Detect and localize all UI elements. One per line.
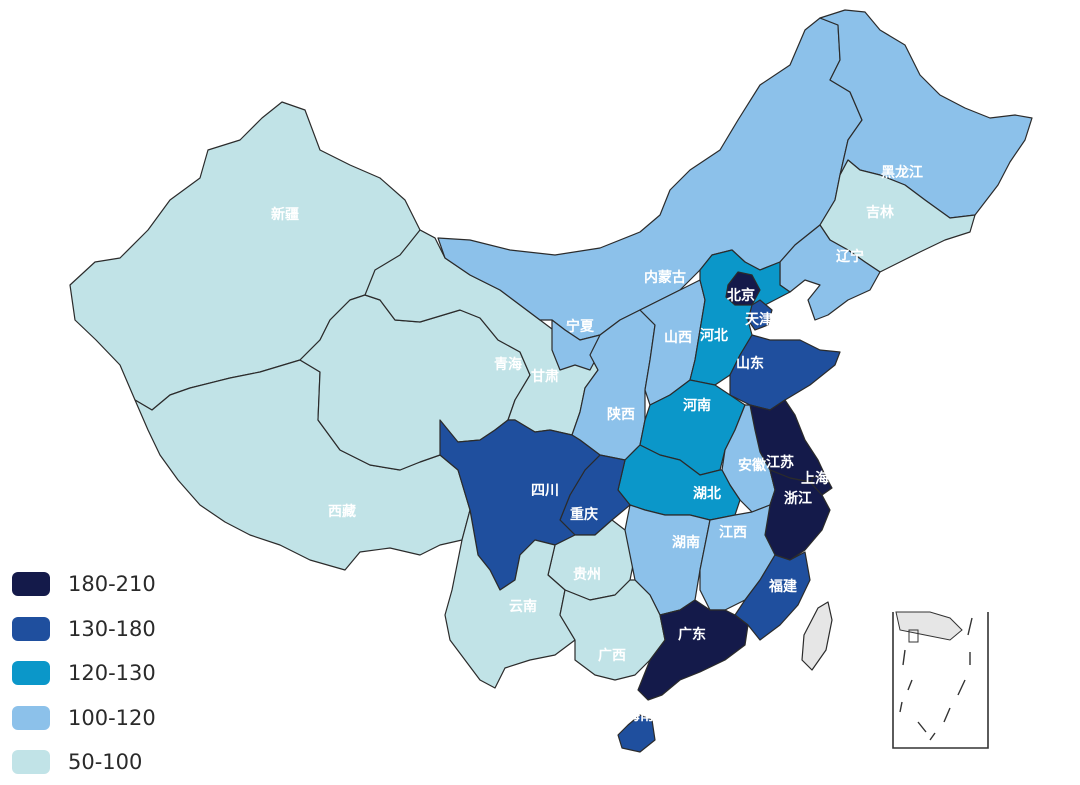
- legend-label: 100-120: [68, 705, 156, 730]
- label-guizhou: 贵州: [573, 566, 601, 583]
- label-gansu: 甘肃: [531, 368, 559, 385]
- label-ningxia: 宁夏: [566, 318, 595, 335]
- south-china-sea-inset: [892, 611, 989, 749]
- label-shanghai: 上海: [801, 470, 829, 487]
- label-liaoning: 辽宁: [836, 248, 864, 265]
- label-henan: 河南: [683, 397, 711, 414]
- label-anhui: 安徽: [738, 457, 767, 474]
- label-qinghai: 青海: [494, 356, 522, 373]
- legend-item: 100-120: [12, 696, 156, 741]
- label-beijing: 北京: [727, 287, 755, 304]
- province-hainan[interactable]: [617, 714, 656, 753]
- label-zhejiang: 浙江: [784, 490, 812, 507]
- province-beijing[interactable]: [725, 271, 761, 306]
- label-shanxi: 山西: [664, 330, 692, 346]
- label-jiangsu: 江苏: [766, 454, 794, 471]
- label-neimenggu: 内蒙古: [644, 269, 686, 286]
- label-sichuan: 四川: [531, 483, 559, 499]
- label-tianjin: 天津: [745, 311, 773, 328]
- label-xizang: 西藏: [328, 503, 356, 520]
- label-guangdong: 广东: [678, 626, 706, 643]
- legend-item: 180-210: [12, 562, 156, 607]
- label-guangxi: 广西: [598, 647, 626, 664]
- legend-swatch: [12, 572, 50, 597]
- label-fujian: 福建: [768, 578, 797, 595]
- legend-item: 120-130: [12, 651, 156, 696]
- label-jiangxi: 江西: [719, 524, 747, 541]
- label-hunan: 湖南: [672, 534, 700, 551]
- legend: 180-210 130-180 120-130 100-120 50-100: [12, 562, 156, 785]
- legend-item: 130-180: [12, 607, 156, 652]
- legend-swatch: [12, 750, 50, 775]
- legend-swatch: [12, 616, 50, 641]
- label-chongqing: 重庆: [570, 506, 598, 523]
- legend-label: 180-210: [68, 572, 156, 597]
- legend-label: 50-100: [68, 750, 143, 775]
- label-shaanxi: 陕西: [607, 406, 635, 423]
- province-shandong[interactable]: [729, 334, 841, 411]
- province-hebei[interactable]: [689, 249, 791, 386]
- label-jilin: 吉林: [866, 204, 894, 221]
- label-hubei: 湖北: [693, 486, 721, 502]
- label-hebei: 河北: [700, 327, 728, 344]
- label-hainan: 海南: [626, 707, 654, 724]
- province-fujian[interactable]: [734, 551, 811, 641]
- label-yunnan: 云南: [509, 598, 537, 615]
- province-labels: 新疆 西藏 青海 甘肃 内蒙古 黑龙江 吉林 辽宁 宁夏 山西 河北 北京 天津…: [271, 164, 923, 724]
- label-heilongjiang: 黑龙江: [881, 164, 923, 181]
- legend-label: 130-180: [68, 616, 156, 641]
- legend-item: 50-100: [12, 740, 156, 785]
- province-neimenggu[interactable]: [437, 17, 863, 341]
- province-guangdong[interactable]: [637, 599, 749, 701]
- legend-label: 120-130: [68, 661, 156, 686]
- province-tianjin[interactable]: [747, 299, 773, 331]
- legend-swatch: [12, 705, 50, 730]
- label-shandong: 山东: [736, 355, 764, 372]
- label-xinjiang: 新疆: [271, 206, 299, 223]
- province-taiwan[interactable]: [801, 601, 833, 671]
- legend-swatch: [12, 661, 50, 686]
